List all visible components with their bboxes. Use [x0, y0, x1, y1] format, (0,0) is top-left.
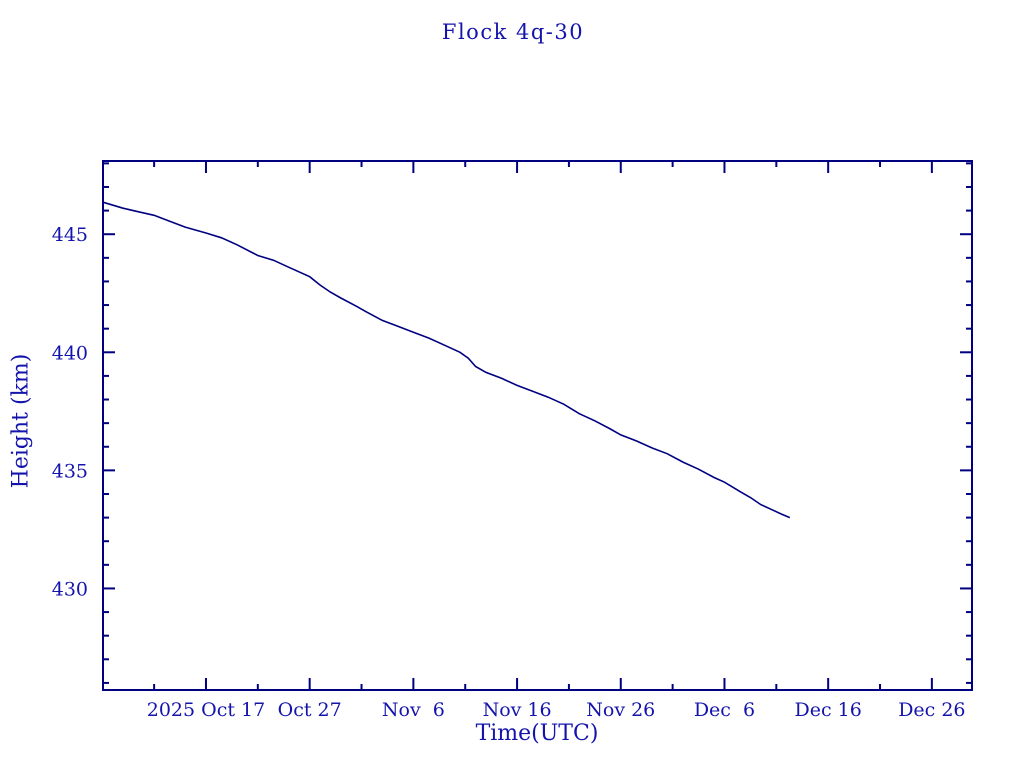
y-tick-label: 435 [52, 460, 88, 482]
x-tick-label: 2025 Oct 17 [147, 699, 265, 721]
x-tick-label: Oct 27 [278, 699, 342, 721]
chart-title: Flock 4q-30 [441, 20, 585, 44]
y-tick-label: 440 [52, 342, 88, 364]
y-axis-label: Height (km) [8, 353, 34, 489]
axis-box [102, 160, 973, 691]
height-data-line [103, 201, 791, 519]
y-tick-label: 430 [52, 578, 88, 600]
x-axis-label: Time(UTC) [475, 721, 599, 746]
x-tick-label: Nov 6 [382, 699, 445, 721]
y-tick-label: 445 [52, 224, 88, 246]
x-tick-label: Nov 26 [586, 699, 655, 721]
x-tick-label: Dec 26 [898, 699, 965, 721]
x-tick-label: Dec 16 [794, 699, 861, 721]
x-tick-label: Nov 16 [483, 699, 552, 721]
x-tick-label: Dec 6 [694, 699, 755, 721]
